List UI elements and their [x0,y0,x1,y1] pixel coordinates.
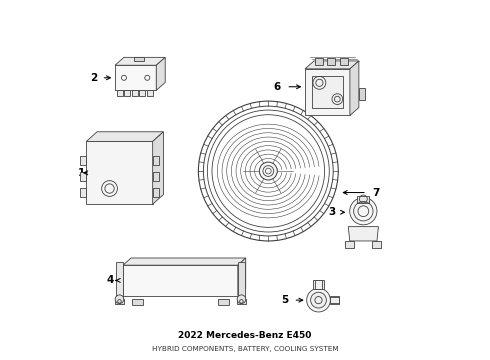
Text: 1: 1 [78,168,85,178]
Polygon shape [115,57,165,65]
Polygon shape [86,141,153,204]
Polygon shape [156,57,165,90]
Bar [218,299,229,305]
Polygon shape [123,265,238,296]
Polygon shape [238,258,245,296]
Bar [330,297,339,303]
Polygon shape [86,132,164,141]
Polygon shape [153,132,164,204]
Bar [147,90,153,96]
Text: 2: 2 [90,73,97,83]
Text: 4: 4 [107,275,114,285]
Bar [80,156,86,165]
Bar [153,188,159,197]
Text: 7: 7 [372,188,380,198]
Bar [314,280,323,289]
Bar [80,172,86,181]
Polygon shape [305,61,359,69]
Bar [124,90,130,96]
Text: HYBRID COMPONENTS, BATTERY, COOLING SYSTEM: HYBRID COMPONENTS, BATTERY, COOLING SYST… [152,346,338,352]
Bar [90,145,149,201]
Text: 6: 6 [273,82,281,92]
Polygon shape [115,65,156,90]
Circle shape [311,292,326,308]
Bar [330,296,339,305]
Bar [357,196,369,203]
Bar [153,172,159,181]
Bar [315,58,323,65]
Bar [153,156,159,165]
Circle shape [237,295,245,303]
Polygon shape [348,226,378,241]
Bar [312,76,343,108]
Text: 3: 3 [328,207,335,217]
Circle shape [307,288,330,312]
Bar [315,280,322,289]
Bar [327,58,335,65]
Circle shape [350,198,377,225]
Bar [340,58,348,65]
Bar [134,57,144,61]
Bar [117,90,122,96]
Bar [115,298,124,303]
Polygon shape [238,262,245,298]
Circle shape [115,295,124,303]
Text: 2022 Mercedes-Benz E450: 2022 Mercedes-Benz E450 [178,332,312,341]
Bar [237,298,245,303]
Bar [359,88,366,100]
Bar [132,299,143,305]
Bar [80,188,86,197]
Polygon shape [350,61,359,116]
Bar [139,90,145,96]
Polygon shape [372,241,381,248]
Text: 5: 5 [281,295,289,305]
Polygon shape [123,258,245,265]
Polygon shape [116,262,123,298]
Polygon shape [305,69,350,116]
Polygon shape [345,241,354,248]
Bar [132,90,138,96]
Circle shape [259,162,277,180]
